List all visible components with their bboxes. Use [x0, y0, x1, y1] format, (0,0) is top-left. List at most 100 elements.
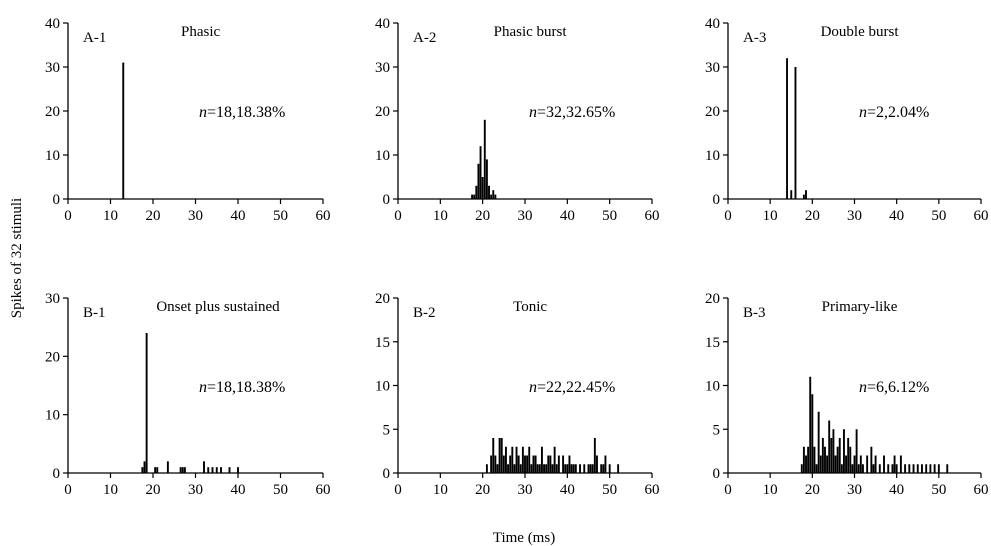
y-tick-label: 20 — [375, 104, 390, 120]
x-tick-label: 30 — [847, 482, 862, 498]
histogram-bar — [549, 455, 552, 473]
histogram-bar — [475, 185, 478, 199]
histogram-bar — [545, 464, 548, 473]
histogram-bar — [878, 464, 881, 473]
histogram-bar — [519, 464, 522, 473]
x-tick-label: 40 — [889, 482, 904, 498]
x-tick-label: 30 — [518, 482, 533, 498]
panel-label: B-1 — [83, 305, 106, 321]
histogram-bar — [832, 429, 835, 473]
n-annotation: n=22,22.45% — [529, 379, 615, 396]
panel-title: Tonic — [513, 299, 547, 315]
histogram-bar — [494, 194, 497, 199]
histogram-bar — [859, 455, 862, 473]
histogram-bar — [604, 455, 607, 473]
n-symbol: n — [199, 104, 207, 121]
panel-a-1: 0 10 20 30 40 50 60 0 10 20 30 40 A-1 Phasic n=18,18.3… — [45, 16, 331, 224]
histogram-bar — [530, 464, 533, 473]
histogram-bar — [786, 58, 788, 200]
n-symbol: n — [199, 379, 207, 396]
histogram-bar — [802, 446, 805, 473]
panel-label: A-3 — [743, 30, 766, 46]
histogram-bar — [572, 464, 575, 473]
histogram-bar — [553, 446, 556, 473]
x-axis-title: Time (ms) — [493, 530, 555, 546]
n-value: =18,18.38% — [207, 104, 285, 121]
y-tick-label: 0 — [53, 192, 61, 208]
histogram-bar — [154, 467, 157, 473]
histogram-bar — [181, 467, 184, 473]
histogram-bar — [591, 464, 594, 473]
x-tick-label: 60 — [316, 208, 331, 224]
x-tick-label: 40 — [560, 482, 575, 498]
n-symbol: n — [529, 379, 537, 396]
histogram-bar — [479, 146, 482, 199]
histogram-bar — [540, 446, 543, 473]
x-tick-label: 20 — [146, 482, 161, 498]
y-tick-label: 10 — [705, 148, 720, 164]
histogram-bar — [528, 446, 531, 473]
x-tick-label: 20 — [805, 482, 820, 498]
histogram-bar — [826, 455, 829, 473]
histogram-bar — [883, 455, 885, 473]
histogram-bar — [887, 464, 890, 473]
histogram-bar — [870, 446, 873, 473]
histogram-bar — [933, 464, 936, 473]
histogram-bar — [498, 438, 501, 473]
panel-label: B-2 — [413, 305, 436, 321]
panel-title: Phasic burst — [494, 24, 568, 40]
x-tick-label: 50 — [602, 208, 617, 224]
histogram-bar — [517, 455, 520, 473]
histogram-bar — [524, 455, 526, 473]
histogram-bar — [494, 455, 497, 473]
x-tick-label: 0 — [394, 482, 402, 498]
histogram-bar — [220, 467, 222, 473]
y-tick-label: 10 — [705, 379, 720, 395]
histogram-bar — [916, 464, 919, 473]
x-tick-label: 20 — [805, 208, 820, 224]
histogram-bar — [805, 455, 807, 473]
histogram-bar — [593, 438, 596, 473]
histogram-bar — [562, 455, 565, 473]
y-tick-label: 30 — [45, 291, 60, 307]
histogram-bar — [800, 464, 803, 473]
histogram-bar — [538, 464, 541, 473]
y-tick-label: 10 — [45, 408, 60, 424]
histogram-bar — [824, 446, 826, 473]
panel-a-3: 0 10 20 30 40 50 60 0 10 20 30 40 A-3 Double burst n=2… — [705, 16, 989, 224]
n-annotation: n=18,18.38% — [199, 104, 285, 121]
histogram-bar — [617, 464, 620, 473]
histogram-bar — [838, 438, 841, 473]
x-tick-label: 40 — [889, 208, 904, 224]
x-tick-label: 60 — [316, 482, 331, 498]
x-tick-label: 0 — [394, 208, 402, 224]
histogram-bar — [504, 446, 507, 473]
histogram-bar — [904, 464, 907, 473]
histogram-bar — [600, 464, 603, 473]
panel-label: B-3 — [743, 305, 766, 321]
histogram-bar — [809, 376, 812, 473]
panel-title: Phasic — [181, 24, 221, 40]
panel-a-2: 0 10 20 30 40 50 60 0 10 20 30 40 A-2 Phasic burst n=3… — [375, 16, 660, 224]
histogram-bar — [925, 464, 928, 473]
histogram-bar — [492, 438, 495, 473]
histogram-bar — [543, 464, 546, 473]
n-value: =22,22.45% — [537, 379, 615, 396]
histogram-bar — [145, 333, 148, 473]
histogram-bar — [515, 446, 518, 473]
histogram-bar — [819, 455, 822, 473]
histogram-bar — [507, 464, 510, 473]
histogram-bar — [866, 455, 869, 473]
n-value: =2,2.04% — [867, 104, 929, 121]
y-axis-title: Spikes of 32 stimuli — [9, 198, 25, 318]
histogram-bar — [532, 455, 535, 473]
x-tick-label: 0 — [724, 208, 732, 224]
x-tick-label: 60 — [645, 208, 660, 224]
histogram-bar — [215, 467, 218, 473]
panel-label: A-2 — [413, 30, 436, 46]
n-symbol: n — [859, 104, 867, 121]
y-tick-label: 20 — [375, 291, 390, 307]
histogram-bar — [891, 464, 894, 473]
histogram-bar — [836, 446, 839, 473]
histogram-bar — [547, 455, 550, 473]
